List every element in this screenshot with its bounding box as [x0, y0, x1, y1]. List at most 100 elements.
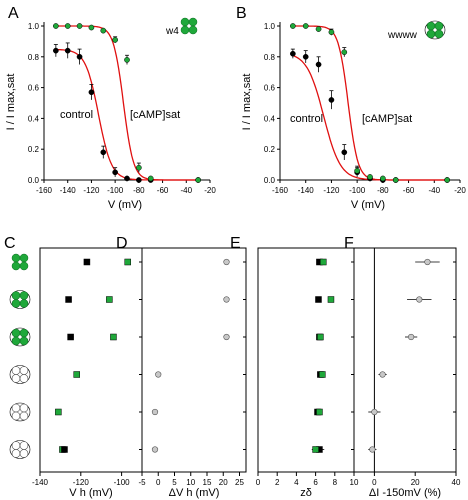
x-tick-label: -80	[133, 186, 145, 195]
data-point-camp	[380, 175, 386, 182]
data-point-difference	[151, 446, 159, 453]
data-point-difference	[369, 446, 376, 453]
panel-b-construct-label: wwww	[387, 30, 418, 41]
row-icon-linked-filled	[9, 327, 31, 347]
construct-row-icons	[9, 253, 31, 459]
row-icon-linked-hollow	[9, 402, 31, 422]
data-point-difference	[223, 258, 230, 266]
panel-d-frame	[141, 247, 247, 473]
x-tick-label: -120	[73, 478, 90, 487]
panel-a-control-label: control	[60, 109, 93, 121]
x-tick-label: -160	[36, 186, 53, 195]
data-point-camp	[106, 296, 113, 303]
x-tick-label: -120	[323, 186, 340, 195]
panel-b-construct-icon	[424, 20, 446, 40]
panel-c-frame	[39, 247, 143, 473]
row-icon-linked-hollow	[9, 365, 31, 384]
x-tick-label: -40	[181, 186, 193, 195]
data-point-camp	[320, 258, 327, 266]
data-point-control	[328, 97, 335, 103]
panel-b-y-label: I / I max,sat	[241, 74, 253, 131]
data-point-control	[64, 47, 71, 54]
data-point-difference	[371, 408, 378, 416]
x-tick-label: -140	[298, 186, 315, 195]
panel-a-construct-label: w4	[165, 26, 179, 37]
panel-c-chart: -140 -120 -100 V h (mV)	[32, 247, 143, 499]
panel-b-chart: 0.0 0.2 0.4 0.6 0.8 1.0 -160 -140 -120 -100 -80 -6…	[241, 20, 466, 211]
data-point-control	[61, 446, 68, 453]
data-point-camp	[64, 23, 71, 29]
y-tick-label: 1.0	[264, 22, 276, 31]
x-tick-label: -40	[429, 186, 441, 195]
data-point-camp	[55, 408, 62, 416]
data-point-control	[83, 258, 91, 266]
x-tick-label: 20	[219, 478, 228, 487]
x-tick-label: 10	[350, 478, 359, 487]
data-point-control	[315, 296, 322, 303]
row-icon-linked-filled	[9, 290, 31, 309]
data-point-camp	[290, 23, 296, 29]
y-tick-label: 0.2	[264, 145, 276, 154]
row-icon-linked-hollow	[9, 440, 31, 459]
data-point-camp	[100, 27, 107, 34]
data-point-camp	[88, 24, 95, 31]
panel-b-control-label: control	[290, 113, 323, 125]
x-tick-label: 40	[452, 478, 461, 487]
y-tick-label: 0.8	[28, 53, 40, 62]
y-tick-label: 0.6	[264, 84, 276, 93]
data-point-control	[302, 53, 309, 60]
data-point-difference	[155, 371, 162, 378]
panel-f-frame	[353, 247, 457, 473]
data-point-control	[67, 333, 74, 341]
x-tick-label: -100	[107, 186, 124, 195]
data-point-camp	[53, 23, 59, 29]
data-point-camp	[124, 258, 131, 266]
panel-e-x-label: zδ	[300, 487, 312, 499]
panel-d-x-label: ΔV h (mV)	[169, 487, 220, 499]
x-tick-label: 4	[294, 478, 299, 487]
data-point-camp	[76, 23, 83, 29]
panel-a-chart: 0.0 0.2 0.4 0.6 0.8 1.0 -160 -140 -120 -100 -80 -6…	[5, 17, 216, 211]
y-tick-label: 0.4	[28, 114, 40, 123]
x-tick-label: -100	[349, 186, 366, 195]
x-tick-label: -120	[83, 186, 100, 195]
panel-letter-f: F	[344, 235, 354, 252]
w4-tetramer-icon	[180, 17, 198, 35]
data-point-camp	[317, 333, 324, 341]
y-tick-label: 1.0	[28, 22, 40, 31]
data-point-difference	[151, 408, 159, 416]
panel-letter-c: C	[4, 235, 16, 252]
data-point-camp	[354, 167, 360, 174]
data-point-camp	[312, 446, 319, 453]
data-point-camp	[341, 49, 348, 56]
x-tick-label: 15	[203, 478, 212, 487]
x-tick-label: -140	[32, 478, 49, 487]
x-tick-label: 8	[333, 478, 338, 487]
x-tick-label: -100	[114, 478, 131, 487]
panel-b-camp-label: [cAMP]sat	[362, 113, 412, 125]
data-point-camp	[316, 408, 323, 416]
panel-b-x-label: V (mV)	[351, 199, 385, 211]
panel-letter-e: E	[230, 235, 241, 252]
x-tick-label: 5	[172, 478, 177, 487]
y-tick-label: 0.6	[28, 84, 40, 93]
data-point-camp	[110, 333, 117, 341]
data-point-camp	[195, 177, 201, 183]
x-tick-label: -80	[377, 186, 389, 195]
data-point-control	[290, 50, 296, 57]
y-tick-label: 0.0	[264, 176, 276, 185]
x-tick-label: 0	[372, 478, 377, 487]
y-tick-label: 0.8	[264, 53, 276, 62]
data-point-camp	[147, 175, 154, 182]
x-tick-label: 10	[186, 478, 195, 487]
data-point-difference	[416, 296, 423, 303]
row-icon-w4	[11, 253, 29, 271]
fit-curve-camp	[55, 25, 199, 181]
data-point-camp	[136, 164, 142, 171]
data-point-camp	[328, 29, 335, 36]
x-tick-label: 25	[235, 478, 244, 487]
data-point-control	[88, 89, 95, 96]
panel-a-y-label: I / I max,sat	[5, 74, 17, 131]
data-point-control	[76, 53, 83, 60]
